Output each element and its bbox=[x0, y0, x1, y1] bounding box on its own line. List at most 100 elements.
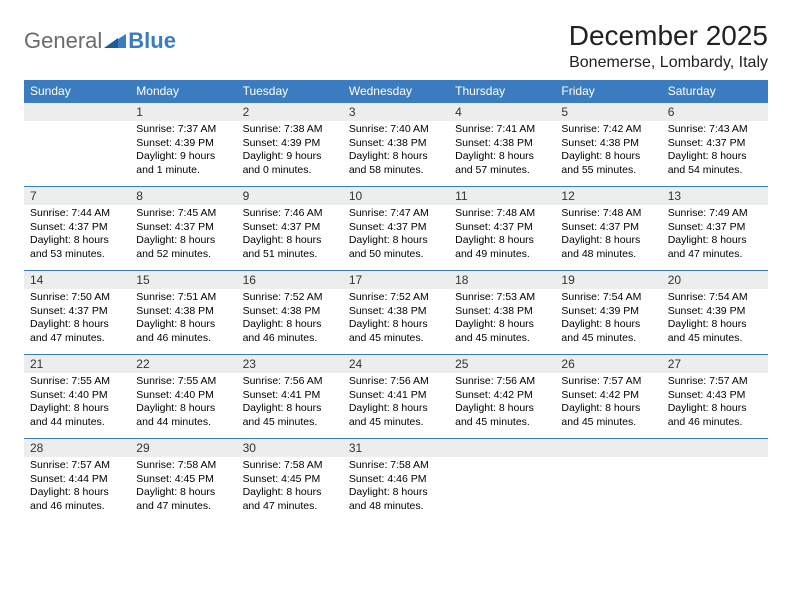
day-detail-line: Daylight: 8 hours and 47 minutes. bbox=[136, 486, 230, 513]
weekday-header: Monday bbox=[130, 80, 236, 102]
day-details: Sunrise: 7:54 AMSunset: 4:39 PMDaylight:… bbox=[662, 289, 768, 350]
day-detail-line: Sunrise: 7:41 AM bbox=[455, 123, 549, 137]
logo-triangle-icon bbox=[104, 32, 126, 51]
day-detail-line: Sunrise: 7:37 AM bbox=[136, 123, 230, 137]
day-detail-line: Sunset: 4:41 PM bbox=[243, 389, 337, 403]
day-detail-line: Sunrise: 7:44 AM bbox=[30, 207, 124, 221]
day-number: 8 bbox=[130, 186, 236, 205]
day-detail-line: Daylight: 8 hours and 47 minutes. bbox=[30, 318, 124, 345]
day-number: 1 bbox=[130, 102, 236, 121]
day-number: 14 bbox=[24, 270, 130, 289]
day-detail-line: Daylight: 8 hours and 47 minutes. bbox=[668, 234, 762, 261]
day-details: Sunrise: 7:50 AMSunset: 4:37 PMDaylight:… bbox=[24, 289, 130, 350]
day-details: Sunrise: 7:57 AMSunset: 4:43 PMDaylight:… bbox=[662, 373, 768, 434]
day-details: Sunrise: 7:40 AMSunset: 4:38 PMDaylight:… bbox=[343, 121, 449, 182]
calendar-cell: 23Sunrise: 7:56 AMSunset: 4:41 PMDayligh… bbox=[237, 354, 343, 438]
calendar-week-row: 28Sunrise: 7:57 AMSunset: 4:44 PMDayligh… bbox=[24, 438, 768, 522]
day-detail-line: Sunset: 4:40 PM bbox=[30, 389, 124, 403]
day-number: 6 bbox=[662, 102, 768, 121]
day-details: Sunrise: 7:45 AMSunset: 4:37 PMDaylight:… bbox=[130, 205, 236, 266]
day-details: Sunrise: 7:48 AMSunset: 4:37 PMDaylight:… bbox=[555, 205, 661, 266]
calendar-cell: 21Sunrise: 7:55 AMSunset: 4:40 PMDayligh… bbox=[24, 354, 130, 438]
day-detail-line: Sunset: 4:38 PM bbox=[243, 305, 337, 319]
day-detail-line: Sunrise: 7:57 AM bbox=[30, 459, 124, 473]
day-number: 11 bbox=[449, 186, 555, 205]
calendar-cell: 8Sunrise: 7:45 AMSunset: 4:37 PMDaylight… bbox=[130, 186, 236, 270]
day-detail-line: Sunset: 4:37 PM bbox=[243, 221, 337, 235]
day-detail-line: Daylight: 8 hours and 45 minutes. bbox=[561, 318, 655, 345]
calendar-cell: 9 Sunrise: 7:46 AMSunset: 4:37 PMDaylight… bbox=[237, 186, 343, 270]
day-detail-line: Sunrise: 7:57 AM bbox=[561, 375, 655, 389]
day-detail-line: Sunrise: 7:54 AM bbox=[561, 291, 655, 305]
calendar-cell: 18Sunrise: 7:53 AMSunset: 4:38 PMDayligh… bbox=[449, 270, 555, 354]
weekday-header: Thursday bbox=[449, 80, 555, 102]
calendar-cell: 11Sunrise: 7:48 AMSunset: 4:37 PMDayligh… bbox=[449, 186, 555, 270]
day-detail-line: Daylight: 8 hours and 45 minutes. bbox=[561, 402, 655, 429]
calendar-cell: 26Sunrise: 7:57 AMSunset: 4:42 PMDayligh… bbox=[555, 354, 661, 438]
calendar-cell: 30Sunrise: 7:58 AMSunset: 4:45 PMDayligh… bbox=[237, 438, 343, 522]
calendar-cell bbox=[555, 438, 661, 522]
calendar-week-row: 1Sunrise: 7:37 AMSunset: 4:39 PMDaylight… bbox=[24, 102, 768, 186]
day-detail-line: Daylight: 8 hours and 46 minutes. bbox=[30, 486, 124, 513]
day-detail-line: Sunset: 4:39 PM bbox=[243, 137, 337, 151]
calendar-cell: 19Sunrise: 7:54 AMSunset: 4:39 PMDayligh… bbox=[555, 270, 661, 354]
calendar-cell: 1Sunrise: 7:37 AMSunset: 4:39 PMDaylight… bbox=[130, 102, 236, 186]
day-number: 22 bbox=[130, 354, 236, 373]
calendar-cell: 27Sunrise: 7:57 AMSunset: 4:43 PMDayligh… bbox=[662, 354, 768, 438]
day-details: Sunrise: 7:55 AMSunset: 4:40 PMDaylight:… bbox=[24, 373, 130, 434]
day-detail-line: Sunset: 4:39 PM bbox=[136, 137, 230, 151]
day-number: 2 bbox=[237, 102, 343, 121]
day-detail-line: Sunset: 4:37 PM bbox=[455, 221, 549, 235]
day-detail-line: Sunrise: 7:40 AM bbox=[349, 123, 443, 137]
day-details: Sunrise: 7:56 AMSunset: 4:41 PMDaylight:… bbox=[343, 373, 449, 434]
day-detail-line: Sunset: 4:40 PM bbox=[136, 389, 230, 403]
logo-text-blue: Blue bbox=[128, 28, 176, 54]
calendar-cell: 14Sunrise: 7:50 AMSunset: 4:37 PMDayligh… bbox=[24, 270, 130, 354]
calendar-week-row: 21Sunrise: 7:55 AMSunset: 4:40 PMDayligh… bbox=[24, 354, 768, 438]
day-detail-line: Sunset: 4:37 PM bbox=[349, 221, 443, 235]
weekday-header: Wednesday bbox=[343, 80, 449, 102]
day-number-empty bbox=[662, 438, 768, 457]
calendar-cell: 2 Sunrise: 7:38 AMSunset: 4:39 PMDaylight… bbox=[237, 102, 343, 186]
calendar-week-row: 14Sunrise: 7:50 AMSunset: 4:37 PMDayligh… bbox=[24, 270, 768, 354]
day-detail-line: Sunrise: 7:50 AM bbox=[30, 291, 124, 305]
location-label: Bonemerse, Lombardy, Italy bbox=[569, 54, 768, 72]
day-number: 7 bbox=[24, 186, 130, 205]
day-detail-line: Sunrise: 7:42 AM bbox=[561, 123, 655, 137]
day-detail-line: Sunset: 4:43 PM bbox=[668, 389, 762, 403]
day-detail-line: Sunset: 4:37 PM bbox=[30, 305, 124, 319]
day-detail-line: Sunrise: 7:38 AM bbox=[243, 123, 337, 137]
day-detail-line: Daylight: 8 hours and 51 minutes. bbox=[243, 234, 337, 261]
day-number: 15 bbox=[130, 270, 236, 289]
calendar-cell: 6Sunrise: 7:43 AMSunset: 4:37 PMDaylight… bbox=[662, 102, 768, 186]
day-detail-line: Sunset: 4:42 PM bbox=[561, 389, 655, 403]
day-detail-line: Sunrise: 7:55 AM bbox=[136, 375, 230, 389]
day-details: Sunrise: 7:49 AMSunset: 4:37 PMDaylight:… bbox=[662, 205, 768, 266]
weekday-header: Tuesday bbox=[237, 80, 343, 102]
day-detail-line: Daylight: 8 hours and 45 minutes. bbox=[349, 402, 443, 429]
day-detail-line: Sunrise: 7:47 AM bbox=[349, 207, 443, 221]
day-detail-line: Sunrise: 7:52 AM bbox=[243, 291, 337, 305]
day-detail-line: Sunset: 4:37 PM bbox=[30, 221, 124, 235]
calendar-cell: 7Sunrise: 7:44 AMSunset: 4:37 PMDaylight… bbox=[24, 186, 130, 270]
calendar-cell: 5Sunrise: 7:42 AMSunset: 4:38 PMDaylight… bbox=[555, 102, 661, 186]
day-detail-line: Sunrise: 7:46 AM bbox=[243, 207, 337, 221]
day-detail-line: Sunset: 4:38 PM bbox=[455, 305, 549, 319]
day-number: 13 bbox=[662, 186, 768, 205]
day-details: Sunrise: 7:41 AMSunset: 4:38 PMDaylight:… bbox=[449, 121, 555, 182]
calendar-cell: 28Sunrise: 7:57 AMSunset: 4:44 PMDayligh… bbox=[24, 438, 130, 522]
day-details: Sunrise: 7:43 AMSunset: 4:37 PMDaylight:… bbox=[662, 121, 768, 182]
day-details: Sunrise: 7:56 AMSunset: 4:41 PMDaylight:… bbox=[237, 373, 343, 434]
day-number: 26 bbox=[555, 354, 661, 373]
day-detail-line: Daylight: 8 hours and 49 minutes. bbox=[455, 234, 549, 261]
day-detail-line: Sunset: 4:37 PM bbox=[561, 221, 655, 235]
day-details: Sunrise: 7:57 AMSunset: 4:44 PMDaylight:… bbox=[24, 457, 130, 518]
day-detail-line: Sunset: 4:37 PM bbox=[136, 221, 230, 235]
day-details: Sunrise: 7:57 AMSunset: 4:42 PMDaylight:… bbox=[555, 373, 661, 434]
day-number: 9 bbox=[237, 186, 343, 205]
day-detail-line: Daylight: 8 hours and 50 minutes. bbox=[349, 234, 443, 261]
day-detail-line: Daylight: 8 hours and 45 minutes. bbox=[349, 318, 443, 345]
day-number-empty bbox=[24, 102, 130, 121]
day-detail-line: Daylight: 9 hours and 0 minutes. bbox=[243, 150, 337, 177]
day-detail-line: Sunset: 4:41 PM bbox=[349, 389, 443, 403]
